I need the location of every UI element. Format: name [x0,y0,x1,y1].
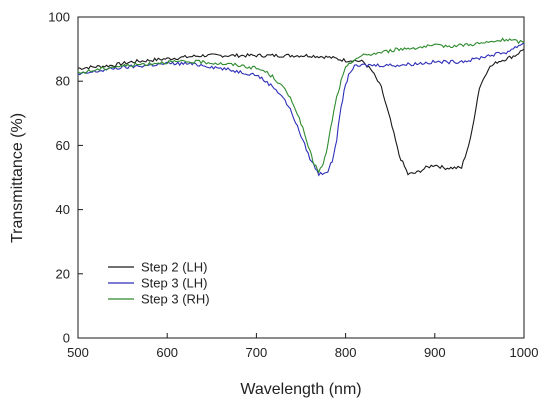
y-tick-label: 20 [56,266,70,281]
x-tick-label: 500 [67,345,89,360]
y-tick-label: 80 [56,74,70,89]
x-axis-title: Wavelength (nm) [240,381,361,398]
plot-frame [77,16,525,339]
series-line-1 [77,48,525,176]
y-tick-label: 40 [56,202,70,217]
x-tick-label: 800 [335,345,357,360]
y-tick-label: 100 [48,10,70,25]
legend: Step 2 (LH)Step 3 (LH)Step 3 (RH) [108,260,210,307]
x-tick-label: 900 [424,345,446,360]
series-lines [77,37,525,177]
y-axis-title: Transmittance (%) [9,113,26,243]
x-axis-ticks: 500 600 700 800 900 1000 [67,333,538,360]
x-tick-label: 1000 [510,345,539,360]
y-axis-ticks: 0 20 40 60 80 100 [48,10,83,346]
y-tick-label: 60 [56,138,70,153]
series-line-3 [77,37,525,174]
legend-label: Step 2 (LH) [141,260,207,275]
x-tick-label: 600 [156,345,178,360]
legend-label: Step 3 (RH) [141,292,210,307]
x-tick-label: 700 [246,345,268,360]
legend-label: Step 3 (LH) [141,276,207,291]
series-line-2 [77,42,525,177]
y-tick-label: 0 [63,331,70,346]
